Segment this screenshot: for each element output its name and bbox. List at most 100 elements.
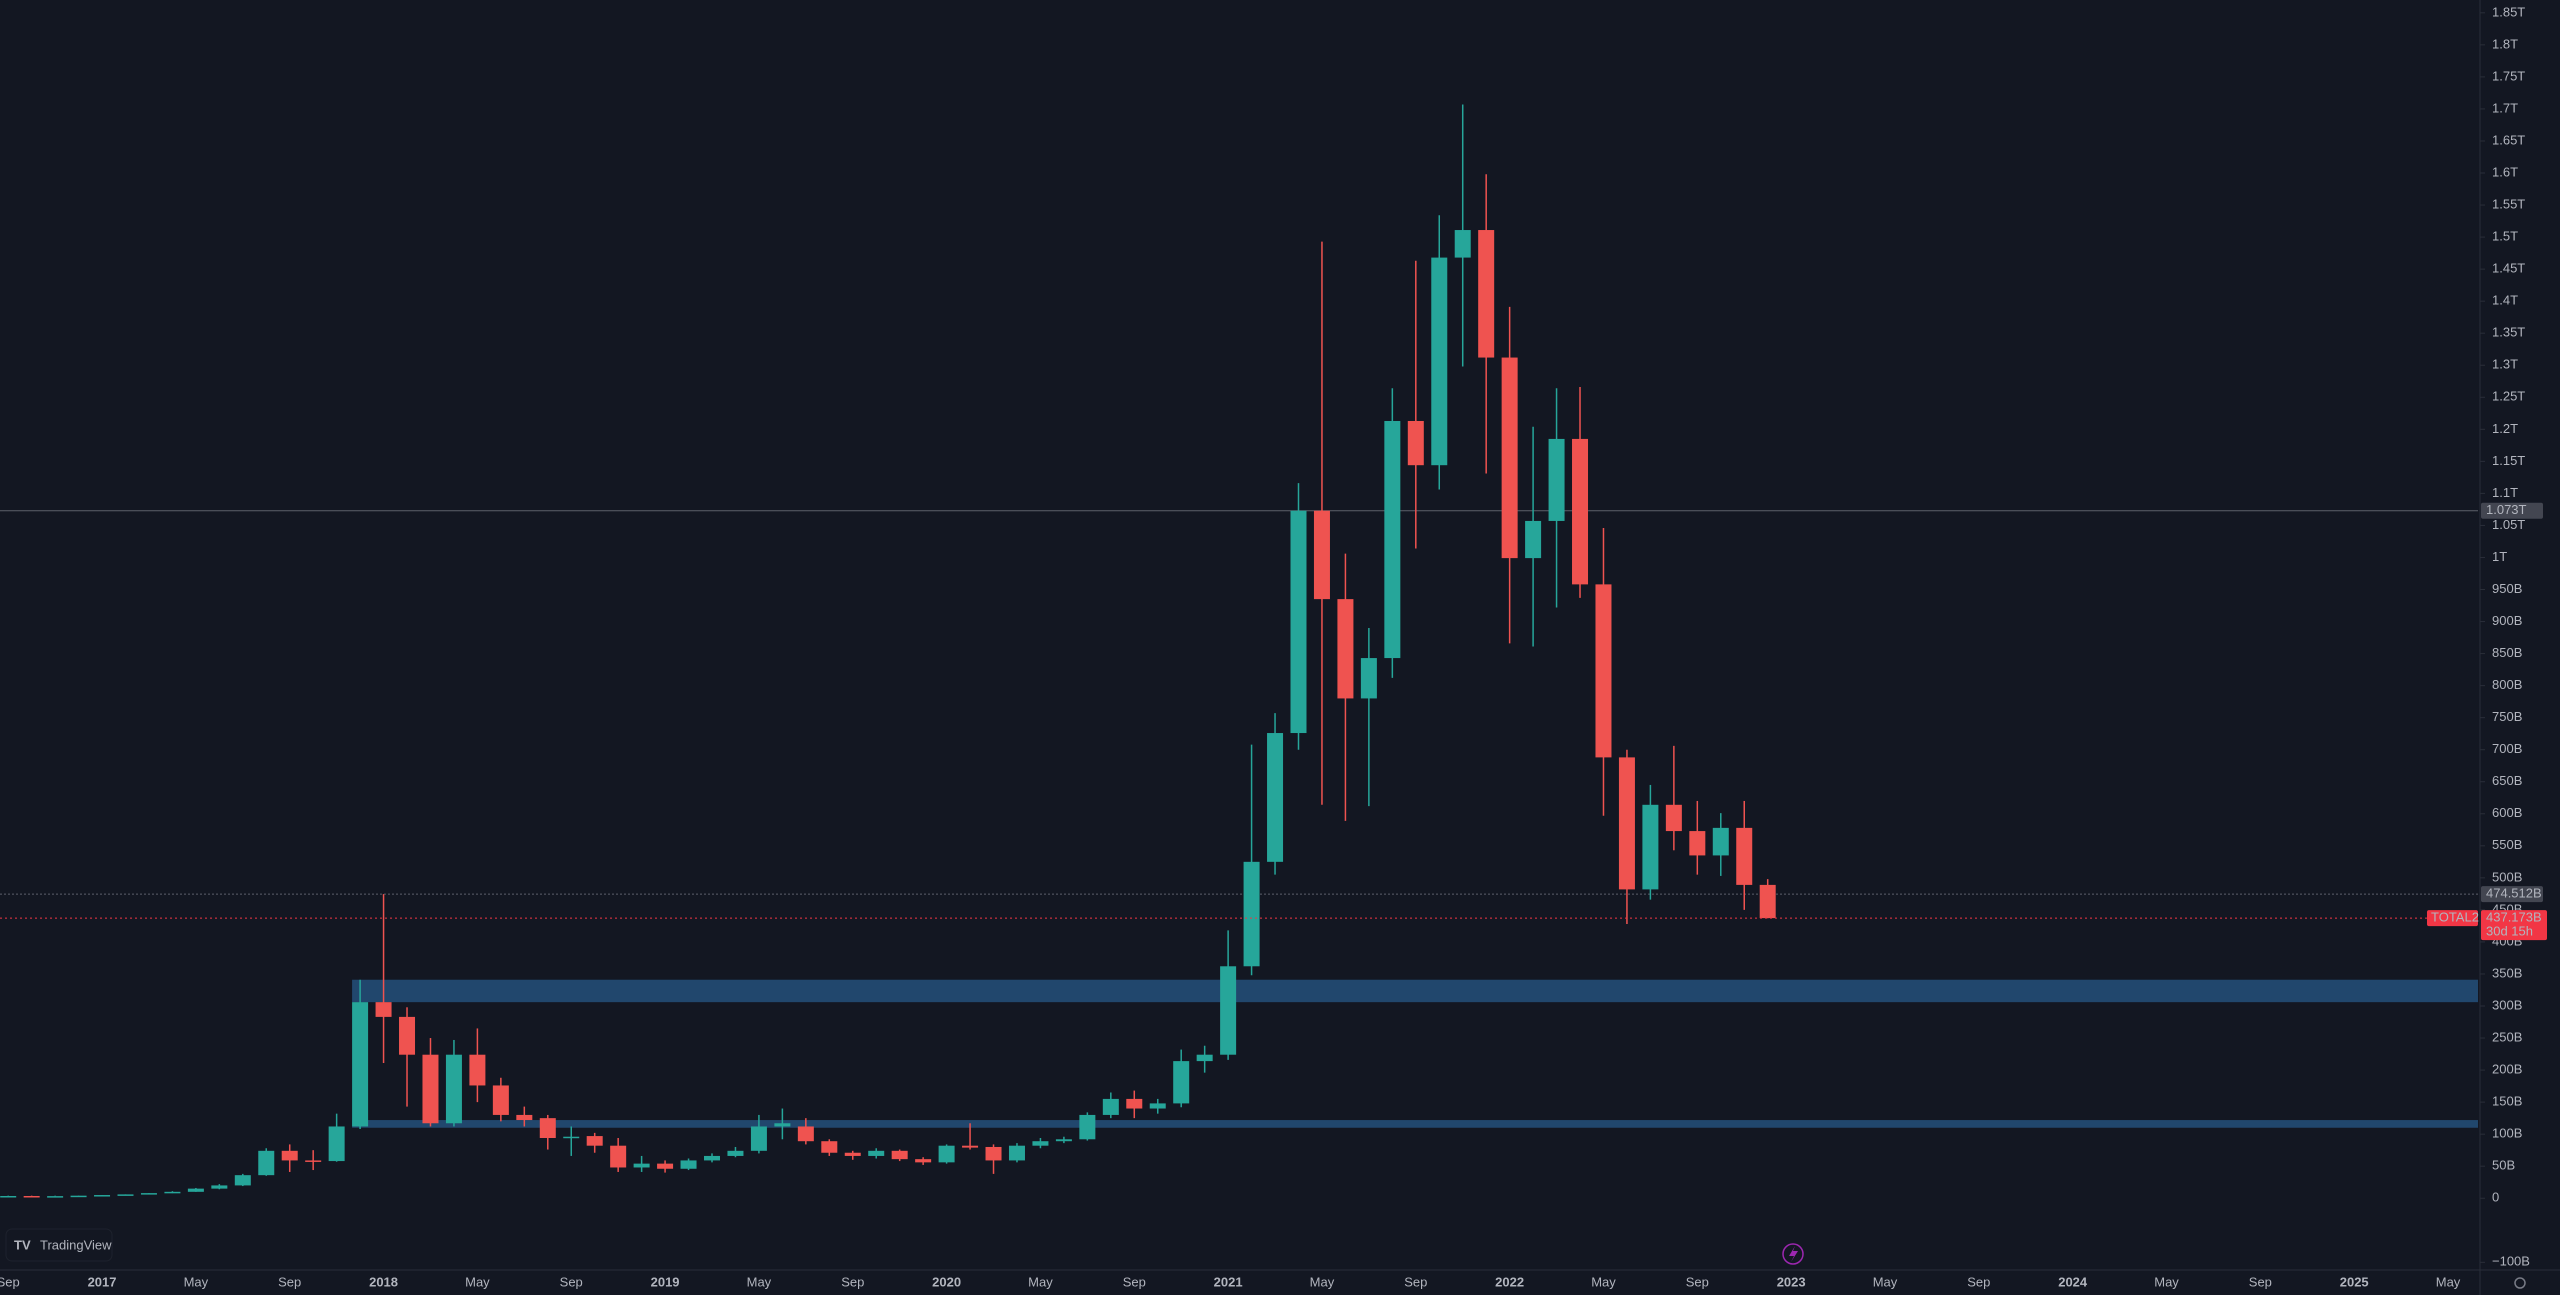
event-icon-bolt[interactable] xyxy=(1789,1246,1798,1262)
candle-body xyxy=(305,1160,322,1162)
last-price-label: 437.173B xyxy=(2486,910,2542,925)
price-line-tag xyxy=(2481,502,2543,519)
price-line-tag xyxy=(2481,886,2543,903)
candle-body xyxy=(187,1188,204,1192)
x-tick-label: Sep xyxy=(560,1274,583,1289)
symbol-label: TOTAL2 xyxy=(2431,910,2479,925)
y-tick-label: 1.5T xyxy=(2492,229,2518,244)
y-tick-label: 1.25T xyxy=(2492,389,2525,404)
candle-body xyxy=(140,1193,157,1195)
candle-body xyxy=(1267,733,1284,862)
candle-body xyxy=(399,1016,416,1055)
support-zone xyxy=(352,1120,2478,1128)
candle-body xyxy=(234,1175,251,1186)
y-tick-label: 0 xyxy=(2492,1190,2499,1205)
candle-body xyxy=(1196,1054,1213,1062)
x-tick-label: 2024 xyxy=(2058,1274,2088,1289)
candle-body xyxy=(657,1163,674,1169)
candle-body xyxy=(586,1136,603,1146)
candle-body xyxy=(797,1126,814,1142)
x-tick-label: May xyxy=(1028,1274,1053,1289)
y-tick-label: 1.2T xyxy=(2492,421,2518,436)
candle-body xyxy=(0,1195,17,1198)
y-tick-label: 1.85T xyxy=(2492,4,2525,19)
candle-body xyxy=(750,1126,767,1151)
candle-body xyxy=(1665,804,1682,832)
x-tick-label: May xyxy=(1310,1274,1335,1289)
candle-body xyxy=(962,1145,979,1148)
y-tick-label: 1.4T xyxy=(2492,293,2518,308)
candle-body xyxy=(680,1160,697,1169)
candle-body xyxy=(727,1150,744,1156)
y-tick-label: 1.6T xyxy=(2492,164,2518,179)
candle-body xyxy=(1032,1141,1049,1146)
candle-body xyxy=(821,1141,838,1153)
symbol-tag xyxy=(2427,910,2478,927)
brand-name: TradingView xyxy=(40,1237,112,1252)
x-tick-label: Sep xyxy=(278,1274,301,1289)
x-tick-label: 2023 xyxy=(1777,1274,1806,1289)
y-tick-label: 800B xyxy=(2492,677,2522,692)
y-tick-label: 1.35T xyxy=(2492,325,2525,340)
x-tick-label: 2022 xyxy=(1495,1274,1524,1289)
candle-body xyxy=(47,1196,64,1198)
candle-body xyxy=(1313,510,1330,600)
candle-body xyxy=(985,1146,1002,1161)
settings-icon[interactable] xyxy=(2514,1277,2526,1289)
x-tick-label: 2020 xyxy=(932,1274,961,1289)
candle-body xyxy=(1454,230,1471,258)
price-line-label: 1.073T xyxy=(2486,502,2527,517)
candle-body xyxy=(1290,510,1307,734)
y-tick-label: 900B xyxy=(2492,613,2522,628)
y-tick-label: 1.8T xyxy=(2492,36,2518,51)
candle-body xyxy=(1337,599,1354,699)
candle-body xyxy=(1478,230,1495,358)
y-tick-label: 1.75T xyxy=(2492,68,2525,83)
candle-body xyxy=(1102,1098,1119,1115)
countdown-label: 30d 15h xyxy=(2486,924,2533,939)
x-tick-label: 2017 xyxy=(88,1274,117,1289)
x-tick-label: 2018 xyxy=(369,1274,398,1289)
y-tick-label: 1T xyxy=(2492,549,2507,564)
x-tick-label: May xyxy=(2436,1274,2461,1289)
y-tick-label: 100B xyxy=(2492,1126,2522,1141)
candle-body xyxy=(1642,804,1659,890)
candle-body xyxy=(1243,861,1260,967)
candle-body xyxy=(704,1155,720,1161)
candle-body xyxy=(1079,1114,1096,1140)
candle-body xyxy=(1618,757,1635,890)
y-tick-label: 1.55T xyxy=(2492,196,2525,211)
y-tick-label: 50B xyxy=(2492,1158,2515,1173)
candle-body xyxy=(1055,1139,1072,1142)
candle-body xyxy=(281,1150,298,1161)
candle-body xyxy=(1759,884,1776,919)
settings-gear[interactable] xyxy=(2514,1277,2526,1289)
last-price-tag xyxy=(2481,910,2547,941)
y-tick-label: 300B xyxy=(2492,997,2522,1012)
event-icon[interactable] xyxy=(1782,1243,1804,1265)
y-tick-label: 1.7T xyxy=(2492,100,2518,115)
candle-body xyxy=(352,1002,369,1127)
candle-body xyxy=(1736,827,1753,885)
candle-body xyxy=(1689,831,1706,856)
candle-body xyxy=(258,1150,275,1176)
x-tick-label: Sep xyxy=(2249,1274,2272,1289)
y-tick-label: 850B xyxy=(2492,645,2522,660)
y-tick-label: 650B xyxy=(2492,773,2522,788)
candle-body xyxy=(1173,1061,1190,1104)
candle-body xyxy=(844,1152,861,1156)
y-tick-label: 1.65T xyxy=(2492,132,2525,147)
brand-badge-box xyxy=(5,1228,113,1262)
x-tick-label: Sep xyxy=(0,1274,20,1289)
candle-body xyxy=(563,1136,580,1139)
candle-body xyxy=(164,1191,181,1194)
event-icon-ring[interactable] xyxy=(1782,1243,1804,1265)
candle-body xyxy=(938,1145,955,1163)
y-tick-label: 950B xyxy=(2492,581,2522,596)
y-tick-label: −100B xyxy=(2492,1254,2530,1269)
y-tick-label: 750B xyxy=(2492,709,2522,724)
y-tick-label: 1.15T xyxy=(2492,453,2525,468)
candle-body xyxy=(1712,827,1729,856)
